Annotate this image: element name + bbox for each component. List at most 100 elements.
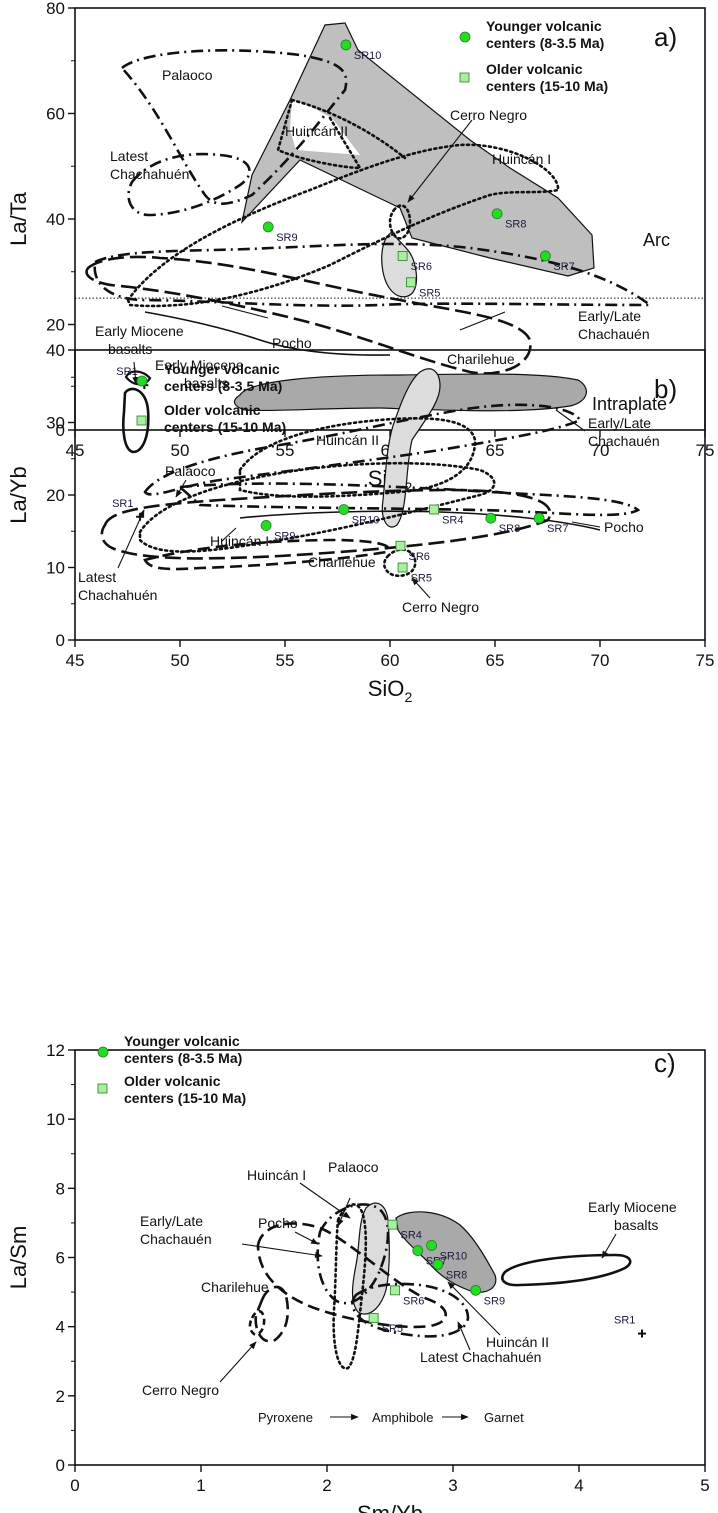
point-label: SR10 — [354, 50, 382, 62]
label-huincan-ii-b: Huincán II — [316, 432, 379, 448]
label-basalts-a: basalts — [184, 375, 228, 391]
legend-older-line1-b: Older volcanic — [164, 402, 261, 418]
point-label: SR8 — [446, 1269, 467, 1281]
x-tick-label: 45 — [66, 651, 85, 670]
x-tick-label: 65 — [486, 441, 505, 460]
point-label: SR8 — [499, 523, 520, 535]
outline-huincan-i-c — [332, 1203, 368, 1370]
label-huincan-i-b: Huincán I — [210, 533, 269, 549]
point-label: SR9 — [276, 232, 297, 244]
y-tick-label: 2 — [56, 1387, 65, 1406]
label-early-miocene-a: Early Miocene — [155, 357, 244, 373]
panel-b-fields — [100, 361, 641, 599]
legend-older-marker-a — [459, 72, 470, 83]
legend-younger-line1-c: Younger volcanic — [124, 1033, 240, 1049]
y-tick-label: 10 — [46, 559, 65, 578]
panel-a-fields — [85, 22, 654, 386]
point-label: SR1 — [116, 366, 137, 378]
label-cerro-negro-a: Cerro Negro — [450, 107, 527, 123]
field-younger-c — [395, 1211, 497, 1293]
older-center-point — [395, 540, 406, 551]
arrow-early-late-c — [241, 1243, 323, 1259]
leader-pocho-b — [571, 521, 601, 528]
region-arc-label: Arc — [643, 230, 670, 250]
younger-center-point — [533, 512, 545, 524]
younger-center-point — [540, 250, 551, 262]
outline-huincan-i-a — [126, 143, 560, 308]
label-latest-a: Latest — [110, 148, 148, 164]
legend-older-line1-c: Older volcanic — [124, 1073, 221, 1089]
panel-c-points: SR7SR10SR8SR9SR4SR6SR5SR1 — [368, 1219, 646, 1338]
leader-huincan-i-b — [221, 527, 237, 542]
younger-center-point — [340, 39, 352, 51]
x-tick-label: 3 — [448, 1476, 457, 1495]
point-label: SR6 — [411, 261, 432, 273]
y-tick-label: 0 — [56, 421, 65, 440]
label-chachauen-c: Chachauén — [140, 1231, 212, 1247]
x-tick-label: 50 — [171, 441, 190, 460]
label-chachahuen-a: Chachahuén — [110, 166, 189, 182]
label-huincan-ii-a: Huincán II — [285, 123, 348, 139]
point-label: SR4 — [401, 1230, 422, 1242]
outline-early-late-b — [176, 482, 641, 517]
label-pocho-b: Pocho — [604, 519, 644, 535]
x-axis-label-subscript: 2 — [404, 689, 412, 705]
panel-b-y-axis-label: La/Yb — [6, 466, 31, 524]
older-center-point — [390, 1285, 400, 1296]
older-center-point — [429, 504, 440, 515]
younger-center-point — [260, 520, 272, 531]
legend-younger-line2-a: centers (8-3.5 Ma) — [486, 35, 604, 51]
outline-palaoco-c — [316, 1203, 390, 1305]
panel-b-points: SR9 SR10 SR8 SR7 SR4 SR6 SR5 SR1 — [112, 498, 568, 585]
older-center-point — [387, 1219, 398, 1230]
arrow-cerro-negro-c — [219, 1341, 257, 1383]
label-early-miocene-b: Early Miocene — [95, 323, 184, 339]
panel-b-x-axis-label: SiO2 — [368, 676, 413, 705]
outline-huincan-i-b — [138, 461, 496, 553]
panel-c-fields — [219, 1182, 632, 1421]
arrow-cerro-negro-b — [411, 577, 431, 599]
younger-center-point — [426, 1239, 437, 1251]
arrow-latest-c — [457, 1321, 471, 1351]
legend-older-line2-c: centers (15-10 Ma) — [124, 1090, 246, 1106]
x-tick-label: 5 — [700, 1476, 709, 1495]
younger-center-point — [470, 1284, 482, 1296]
arrow-cerro-negro-a — [407, 119, 473, 203]
sr1-cross-point — [638, 1329, 646, 1338]
label-huincan-i-a: Huincán I — [492, 151, 551, 167]
arrow-huincan-ii-c — [447, 1281, 501, 1336]
y-tick-label: 60 — [46, 105, 65, 124]
point-label: SR10 — [440, 1250, 468, 1262]
legend-younger-line1-a: Younger volcanic — [486, 18, 602, 34]
panel-a-y-axis-label: La/Ta — [6, 191, 31, 246]
arrow-palaoco-c — [337, 1197, 351, 1227]
label-charilehue-c: Charilehue — [201, 1279, 269, 1295]
younger-center-point — [412, 1245, 424, 1256]
younger-center-point — [338, 504, 350, 515]
point-label: SR5 — [419, 287, 440, 299]
label-pyroxene: Pyroxene — [258, 1410, 313, 1425]
x-tick-label: 60 — [381, 651, 400, 670]
arrow-huincan-i-c — [299, 1182, 351, 1219]
outline-pocho-b — [239, 510, 601, 531]
label-garnet: Garnet — [484, 1410, 524, 1425]
leader-pocho-a — [221, 305, 269, 319]
panel-b-labels: Early Miocene basalts Palaoco Huincán II… — [78, 323, 677, 615]
panel-c-frame — [74, 1049, 706, 1466]
older-center-point — [397, 562, 408, 573]
label-latest-b: Latest — [78, 569, 116, 585]
x-tick-label: 55 — [276, 651, 295, 670]
panel-a-label: a) — [654, 22, 677, 52]
legend-older-marker-b — [136, 415, 147, 426]
label-early-late-b: Early/Late — [588, 415, 651, 431]
x-tick-label: 4 — [574, 1476, 583, 1495]
label-cerro-negro-c: Cerro Negro — [142, 1382, 219, 1398]
panel-a: 45505560657075020406080SiO2La/Ta SR10SR9… — [6, 0, 714, 495]
label-charilehue-a: Charilehue — [447, 351, 515, 367]
legend-younger-marker-a — [459, 31, 471, 43]
x-tick-label: 2 — [322, 1476, 331, 1495]
younger-center-point — [491, 208, 503, 220]
outline-early-late-a — [93, 242, 654, 307]
